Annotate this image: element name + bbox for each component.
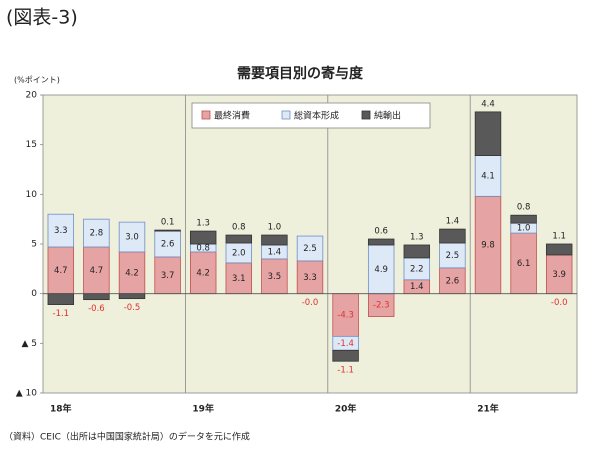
legend-swatch xyxy=(281,110,291,120)
chart-title: 需要項目別の寄与度 xyxy=(237,65,364,82)
bar-segment xyxy=(474,155,502,197)
y-tick-label: 15 xyxy=(26,140,37,150)
value-label: 3.3 xyxy=(54,226,68,236)
value-label: -0.0 xyxy=(302,298,319,308)
bar-segment xyxy=(545,254,573,295)
value-label: 0.8 xyxy=(196,243,210,253)
value-label: 9.8 xyxy=(481,240,495,250)
value-label: 4.9 xyxy=(374,265,388,275)
bar-segment xyxy=(118,221,146,253)
figure-label: (図表-3) xyxy=(6,7,78,29)
value-label: 3.0 xyxy=(125,233,139,243)
value-label: -4.3 xyxy=(337,311,354,321)
bar-segment xyxy=(545,243,573,256)
value-label: 2.8 xyxy=(90,229,104,239)
x-tick-label: 19年 xyxy=(192,403,214,415)
value-label: 3.1 xyxy=(232,274,246,284)
value-label: 1.0 xyxy=(268,223,282,233)
value-label: 4.1 xyxy=(481,171,495,181)
y-tick-label: ▲ 10 xyxy=(16,389,38,399)
bar-segment xyxy=(225,262,253,295)
value-label: 2.0 xyxy=(232,248,246,258)
value-label: 2.5 xyxy=(303,244,317,254)
bar-segment xyxy=(510,214,537,224)
bar-segment xyxy=(367,238,395,246)
value-label: 0.1 xyxy=(161,218,175,228)
bar-segment xyxy=(83,246,110,295)
value-label: 6.1 xyxy=(517,259,531,269)
x-tick-label: 18年 xyxy=(50,403,72,415)
value-label: 4.7 xyxy=(90,266,104,276)
value-label: 1.3 xyxy=(196,219,210,229)
y-tick-label: 0 xyxy=(31,289,37,299)
legend-label: 純輸出 xyxy=(374,110,401,122)
value-label: -0.5 xyxy=(124,303,141,313)
bar-segment xyxy=(225,234,253,244)
value-label: 1.3 xyxy=(410,232,424,242)
bar-segment xyxy=(439,242,466,269)
value-label: 2.6 xyxy=(161,240,175,250)
y-axis-label: (%ポイント) xyxy=(14,76,60,85)
bar-segment xyxy=(118,293,146,300)
value-label: -1.4 xyxy=(337,339,354,349)
bar-segment xyxy=(189,230,217,245)
source-note: （資料）CEIC（出所は中国国家統計局）のデータを元に作成 xyxy=(4,431,250,443)
value-label: 4.7 xyxy=(54,266,68,276)
value-label: 2.2 xyxy=(410,264,424,274)
bar-segment xyxy=(367,244,395,295)
bar-segment xyxy=(296,235,324,262)
x-tick-label: 20年 xyxy=(335,403,357,415)
bar-segment xyxy=(261,234,288,246)
bar-segment xyxy=(118,251,146,295)
bar-segment xyxy=(332,349,359,362)
legend-swatch xyxy=(361,110,371,120)
y-tick-label: ▲ 5 xyxy=(21,339,37,349)
bar-segment xyxy=(47,213,75,248)
bar-segment xyxy=(261,258,288,295)
bar-segment xyxy=(296,260,324,295)
bar-segment xyxy=(83,218,110,248)
value-label: 1.1 xyxy=(552,232,566,242)
value-label: 4.4 xyxy=(481,99,495,109)
value-label: -1.1 xyxy=(337,366,354,376)
legend-label: 総資本形成 xyxy=(294,110,339,122)
legend-swatch xyxy=(201,110,211,120)
value-label: 3.7 xyxy=(161,271,175,281)
value-label: 2.5 xyxy=(446,251,460,261)
value-label: -0.0 xyxy=(551,298,568,308)
value-label: 3.5 xyxy=(268,272,282,282)
value-label: -0.6 xyxy=(88,304,105,314)
value-label: 0.8 xyxy=(517,203,531,213)
value-label: -1.1 xyxy=(53,309,70,319)
value-label: 1.4 xyxy=(446,217,460,227)
bar-segment xyxy=(439,228,466,244)
legend-label: 最終消費 xyxy=(214,110,250,122)
y-tick-label: 10 xyxy=(26,190,38,200)
y-tick-label: 5 xyxy=(31,240,37,250)
bar-segment xyxy=(189,251,217,295)
value-label: 1.0 xyxy=(517,224,531,234)
value-label: 1.4 xyxy=(410,282,424,292)
bar-segment xyxy=(403,244,431,259)
bar-segment xyxy=(154,229,181,232)
bar-segment xyxy=(510,232,537,295)
value-label: 4.2 xyxy=(196,268,210,278)
value-label: 4.2 xyxy=(125,268,139,278)
bar-segment xyxy=(332,293,359,337)
value-label: 0.8 xyxy=(232,223,246,233)
bar-segment xyxy=(47,293,75,305)
bar-segment xyxy=(154,230,181,258)
value-label: 0.6 xyxy=(374,227,388,237)
value-label: 1.4 xyxy=(268,247,282,257)
legend-box xyxy=(191,102,431,129)
value-label: 2.6 xyxy=(446,276,460,286)
value-label: 3.9 xyxy=(552,270,566,280)
value-label: 3.3 xyxy=(303,273,317,283)
y-tick-label: 20 xyxy=(26,91,38,101)
bar-segment xyxy=(83,293,110,301)
bar-segment xyxy=(474,111,502,156)
x-tick-label: 21年 xyxy=(477,403,499,415)
value-label: -2.3 xyxy=(373,301,390,311)
